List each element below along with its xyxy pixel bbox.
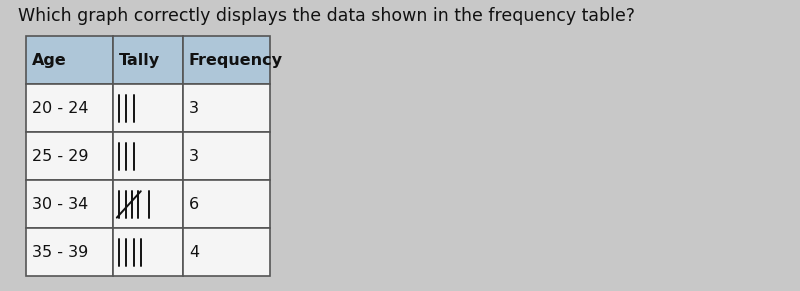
Bar	[183, 180, 270, 228]
Text: 30 - 34: 30 - 34	[32, 197, 88, 212]
Bar	[26, 132, 113, 180]
Text: 25 - 29: 25 - 29	[32, 149, 89, 164]
Bar	[26, 180, 113, 228]
Bar	[26, 36, 113, 84]
Bar	[113, 132, 183, 180]
Text: 4: 4	[189, 245, 199, 260]
Bar	[113, 228, 183, 276]
Text: 3: 3	[189, 101, 199, 116]
Bar	[26, 84, 113, 132]
Bar	[113, 180, 183, 228]
Text: 20 - 24: 20 - 24	[32, 101, 89, 116]
Bar	[26, 228, 113, 276]
Bar	[113, 36, 183, 84]
Bar	[183, 132, 270, 180]
Text: 3: 3	[189, 149, 199, 164]
Bar	[183, 84, 270, 132]
Text: Tally: Tally	[118, 53, 159, 68]
Text: 35 - 39: 35 - 39	[32, 245, 88, 260]
Bar	[183, 36, 270, 84]
Bar	[183, 228, 270, 276]
Text: Which graph correctly displays the data shown in the frequency table?: Which graph correctly displays the data …	[18, 7, 634, 25]
Text: Age: Age	[32, 53, 66, 68]
Text: Frequency: Frequency	[189, 53, 283, 68]
Text: 6: 6	[189, 197, 199, 212]
Bar	[113, 84, 183, 132]
